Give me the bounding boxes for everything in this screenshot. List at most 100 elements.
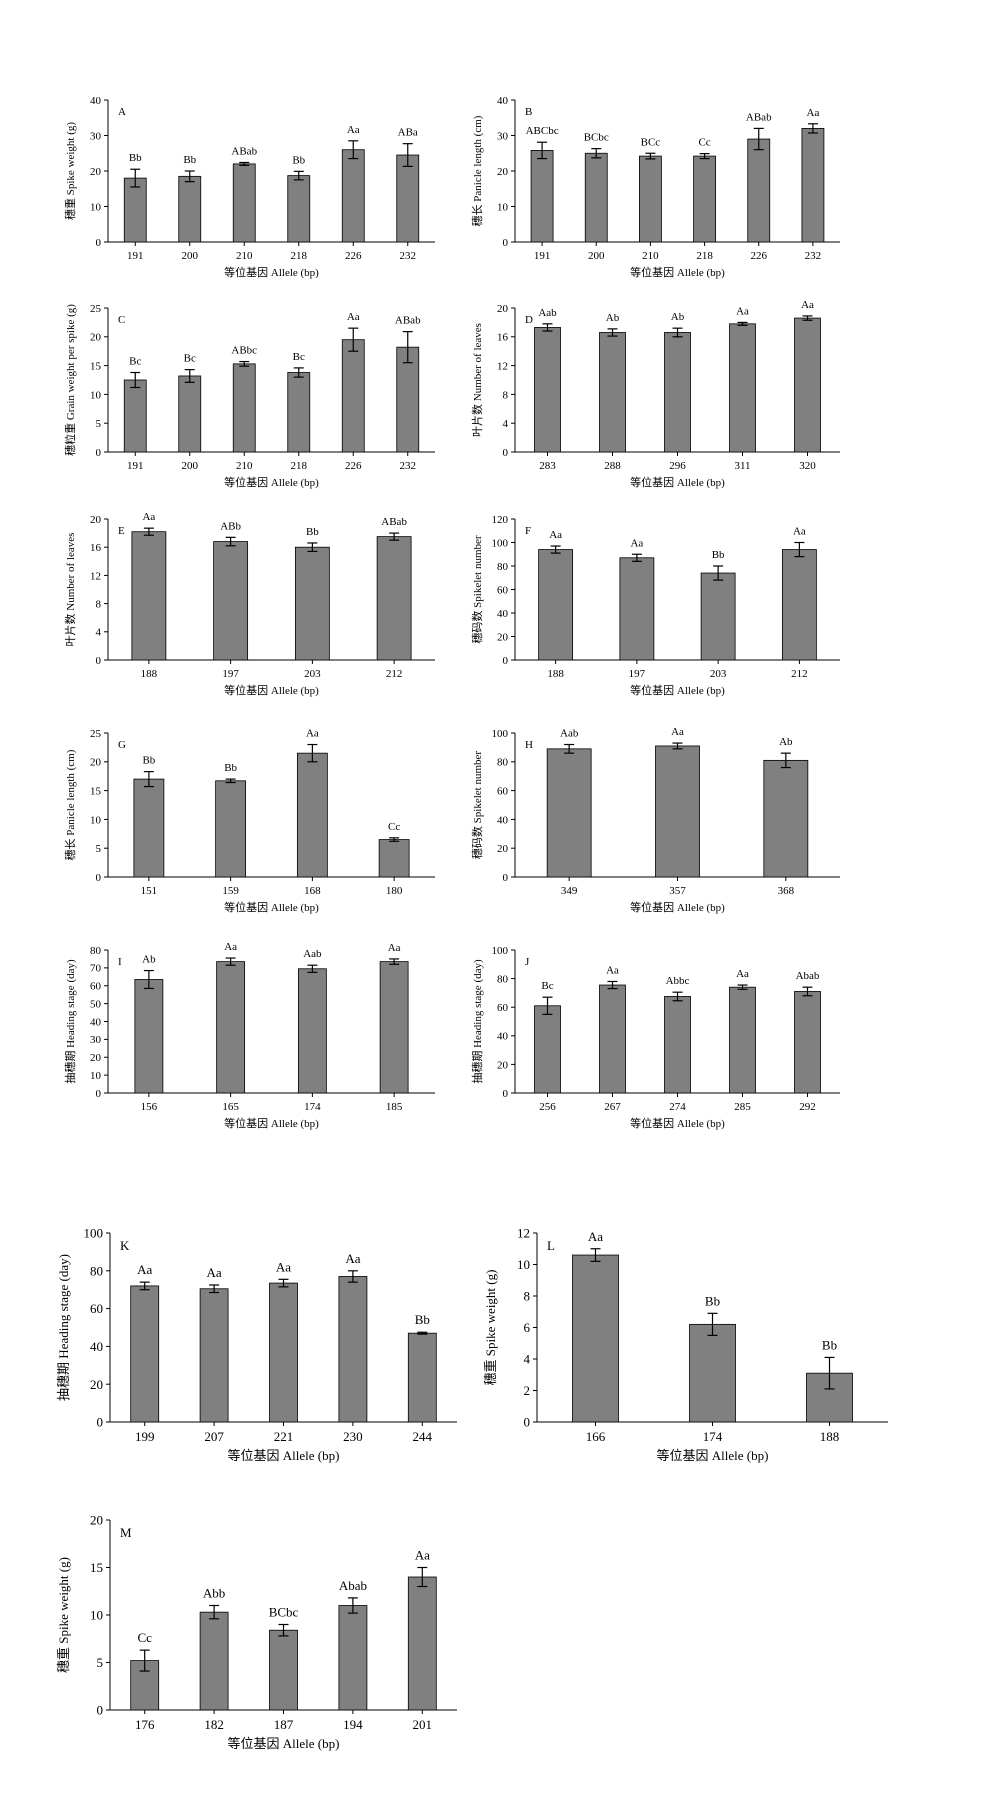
y-tick-label: 20: [90, 1377, 103, 1392]
significance-label: Aa: [801, 299, 814, 311]
y-tick-label: 10: [90, 389, 102, 401]
y-tick-label: 40: [90, 1339, 103, 1354]
y-axis-label: 穗重 Spike weight (g): [483, 1270, 498, 1386]
y-tick-label: 100: [84, 1226, 104, 1241]
bar-201: [407, 1576, 437, 1711]
significance-label: ABab: [381, 516, 407, 528]
significance-label: Aa: [142, 511, 155, 523]
chart-panel-f: 0 20 40 60 80 100 120 F Aa 188 Aa 197 Bb 203 Aa 212 等位基因…: [471, 514, 840, 697]
significance-label: Aa: [549, 529, 562, 541]
y-tick-label: 20: [497, 1059, 509, 1071]
bar-200: [178, 375, 202, 453]
bar-210: [232, 163, 256, 243]
significance-label: Aa: [415, 1548, 430, 1563]
y-tick-label: 100: [492, 945, 509, 957]
significance-label: Ab: [671, 311, 685, 323]
y-tick-label: 10: [517, 1257, 530, 1272]
x-axis-label: 等位基因 Allele (bp): [630, 683, 725, 697]
bar-191: [123, 177, 147, 243]
bar-292: [794, 991, 821, 1094]
y-tick-label: 12: [90, 570, 101, 582]
x-tick-label: 230: [343, 1429, 363, 1444]
x-tick-label: 218: [291, 460, 308, 472]
y-tick-label: 0: [96, 655, 102, 667]
x-tick-label: 203: [710, 668, 727, 680]
x-axis-label: 等位基因 Allele (bp): [657, 1448, 769, 1463]
x-tick-label: 174: [304, 1101, 321, 1113]
significance-label: Bb: [306, 526, 319, 538]
significance-label: Aa: [137, 1262, 152, 1277]
bar-210: [232, 363, 256, 453]
x-axis-label: 等位基因 Allele (bp): [224, 265, 319, 279]
x-tick-label: 188: [547, 668, 564, 680]
bar-232: [801, 127, 825, 243]
x-axis-label: 等位基因 Allele (bp): [630, 475, 725, 489]
y-tick-label: 20: [90, 332, 102, 344]
significance-label: Aa: [736, 305, 749, 317]
bar-296: [664, 332, 691, 453]
y-tick-label: 60: [497, 584, 509, 596]
bar-188: [538, 549, 574, 661]
y-tick-label: 60: [497, 785, 509, 797]
panel-label: E: [118, 525, 125, 537]
x-tick-label: 203: [304, 668, 321, 680]
bar-168: [296, 752, 328, 878]
x-tick-label: 267: [604, 1101, 621, 1113]
x-tick-label: 288: [604, 460, 621, 472]
significance-label: Aab: [303, 948, 322, 960]
x-axis-label: 等位基因 Allele (bp): [224, 900, 319, 914]
bar-185: [379, 961, 409, 1094]
significance-label: Bb: [415, 1312, 430, 1327]
x-tick-label: 174: [703, 1429, 723, 1444]
y-tick-label: 10: [90, 201, 102, 213]
significance-label: Aa: [347, 124, 360, 136]
y-tick-label: 80: [90, 1263, 103, 1278]
y-tick-label: 20: [90, 1052, 102, 1064]
x-tick-label: 194: [343, 1717, 363, 1732]
bar-151: [133, 778, 165, 878]
x-tick-label: 256: [539, 1101, 556, 1113]
y-tick-label: 60: [90, 981, 102, 993]
significance-label: Aa: [630, 537, 643, 549]
y-tick-label: 0: [503, 655, 509, 667]
significance-label: Aa: [606, 964, 619, 976]
y-tick-label: 40: [497, 1031, 509, 1043]
significance-label: Aa: [588, 1229, 603, 1244]
x-axis-label: 等位基因 Allele (bp): [630, 1116, 725, 1130]
y-tick-label: 40: [497, 814, 509, 826]
x-axis-label: 等位基因 Allele (bp): [228, 1736, 340, 1751]
x-tick-label: 212: [791, 668, 808, 680]
bar-174: [689, 1323, 736, 1423]
y-tick-label: 40: [497, 95, 509, 107]
y-tick-label: 30: [497, 130, 509, 142]
significance-label: Aa: [671, 726, 684, 738]
significance-label: Aa: [276, 1259, 291, 1274]
y-tick-label: 5: [96, 418, 102, 430]
bar-267: [599, 984, 626, 1094]
x-tick-label: 201: [413, 1717, 433, 1732]
y-tick-label: 15: [90, 360, 102, 372]
bar-165: [216, 961, 246, 1094]
y-tick-label: 80: [497, 757, 509, 769]
panel-label: D: [525, 314, 533, 326]
panel-label: K: [120, 1238, 130, 1253]
bar-203: [700, 572, 736, 661]
y-tick-label: 40: [90, 95, 102, 107]
significance-label: Bc: [129, 356, 141, 368]
x-tick-label: 176: [135, 1717, 155, 1732]
chart-panel-a: 0 10 20 30 40 A Bb 191 Bb 200 ABab 210 Bb 218 Aa 226 ABa…: [63, 95, 435, 279]
y-tick-label: 16: [90, 542, 102, 554]
chart-panel-h: 0 20 40 60 80 100 H Aab 349 Aa 357 Ab 368 等位基因 Allele…: [471, 726, 840, 914]
bar-191: [123, 379, 147, 453]
y-tick-label: 30: [90, 130, 102, 142]
significance-label: ABab: [231, 145, 257, 157]
x-tick-label: 226: [751, 250, 768, 262]
y-tick-label: 30: [90, 1034, 102, 1046]
significance-label: Bb: [292, 154, 305, 166]
y-tick-label: 20: [497, 843, 509, 855]
y-tick-label: 80: [90, 945, 102, 957]
y-tick-label: 12: [517, 1226, 530, 1241]
y-tick-label: 50: [90, 998, 102, 1010]
y-tick-label: 20: [497, 631, 509, 643]
y-tick-label: 8: [503, 389, 509, 401]
